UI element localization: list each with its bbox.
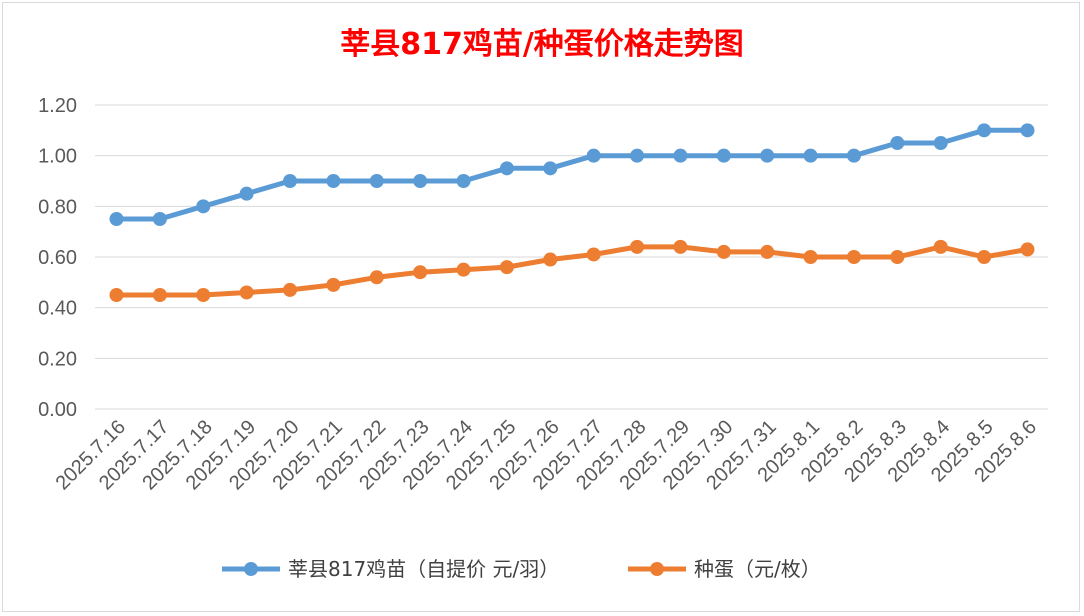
y-axis-ticks: 0.00 0.20 0.40 0.60 0.80 1.00 1.20 xyxy=(38,95,77,421)
data-point xyxy=(369,174,384,188)
series-line xyxy=(114,244,1030,298)
data-point xyxy=(630,239,645,254)
data-point xyxy=(239,285,254,300)
y-tick-label: 0.20 xyxy=(38,348,77,370)
data-point xyxy=(760,148,775,163)
data-point xyxy=(109,288,124,302)
data-point xyxy=(543,252,558,267)
data-point xyxy=(196,199,211,214)
data-point xyxy=(1020,242,1035,257)
data-point xyxy=(543,161,558,176)
data-point xyxy=(760,244,775,259)
data-point xyxy=(499,161,514,176)
data-point xyxy=(716,148,731,163)
data-point xyxy=(152,212,167,226)
data-point xyxy=(326,277,341,292)
data-point xyxy=(109,212,124,226)
y-tick-label: 0.80 xyxy=(38,196,77,218)
data-point xyxy=(673,148,688,163)
data-point xyxy=(890,250,905,264)
data-point xyxy=(803,250,818,264)
legend: 莘县817鸡苗（自提价 元/羽） 种蛋（元/枚） xyxy=(222,557,821,581)
y-tick-label: 1.20 xyxy=(38,95,77,117)
legend-swatch-marker xyxy=(244,562,258,576)
series-1 xyxy=(109,123,1035,226)
data-point xyxy=(890,136,905,150)
legend-swatch-marker xyxy=(650,562,664,576)
y-tick-label: 0.40 xyxy=(38,298,77,320)
data-point xyxy=(239,186,254,201)
data-point xyxy=(586,247,601,262)
chart-title: 莘县817鸡苗/种蛋价格走势图 xyxy=(340,27,744,62)
y-tick-label: 1.00 xyxy=(38,146,77,168)
y-tick-label: 0.00 xyxy=(38,399,77,421)
data-point xyxy=(283,282,298,297)
data-point xyxy=(630,148,645,163)
data-point xyxy=(977,123,992,138)
y-tick-label: 0.60 xyxy=(38,247,77,269)
grid-lines xyxy=(95,104,1048,410)
data-point xyxy=(152,288,167,302)
data-point xyxy=(716,244,731,259)
legend-label: 种蛋（元/枚） xyxy=(694,557,821,581)
data-point xyxy=(846,250,861,264)
legend-label: 莘县817鸡苗（自提价 元/羽） xyxy=(288,557,559,581)
data-point xyxy=(283,174,298,188)
series-line xyxy=(114,127,1030,222)
data-point xyxy=(933,136,948,150)
data-point xyxy=(846,148,861,163)
data-point xyxy=(803,148,818,163)
data-point xyxy=(977,250,992,264)
data-point xyxy=(369,270,384,285)
data-point xyxy=(456,262,471,277)
series-2 xyxy=(109,239,1035,302)
data-point xyxy=(499,260,514,275)
data-point xyxy=(1020,123,1035,138)
data-point xyxy=(326,174,341,188)
data-point xyxy=(196,288,211,302)
data-point xyxy=(673,239,688,254)
data-point xyxy=(586,148,601,163)
data-point xyxy=(933,239,948,254)
data-point xyxy=(413,265,428,280)
series-group xyxy=(109,123,1035,302)
data-point xyxy=(456,174,471,188)
data-point xyxy=(413,174,428,188)
x-axis-ticks: 2025.7.162025.7.172025.7.182025.7.192025… xyxy=(52,416,1041,494)
